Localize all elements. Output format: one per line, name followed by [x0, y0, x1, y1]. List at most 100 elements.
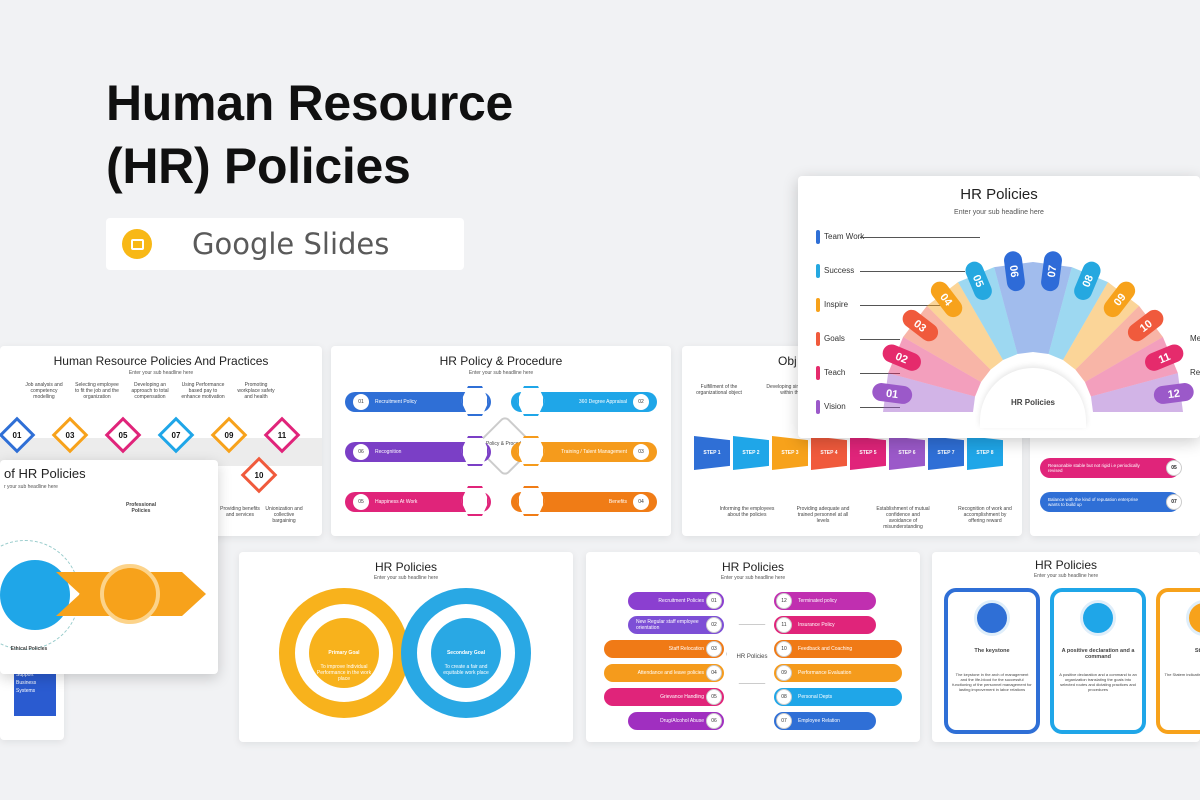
policy-number: 06: [706, 713, 722, 729]
policy-number: 11: [776, 617, 792, 633]
policy-number: 02: [633, 394, 649, 410]
fan-number-pill: 03: [902, 309, 939, 342]
step-note: Providing adequate and trained personnel…: [796, 506, 850, 524]
fan-label: Team Work: [824, 232, 865, 241]
policy-label: Staff Relocation: [668, 646, 704, 652]
fan-number: 07: [1046, 264, 1059, 278]
policy-label: Recruitment Policy: [375, 399, 417, 405]
fan-number-pill: 01: [872, 383, 913, 404]
policy-label: Terminated policy: [798, 598, 837, 604]
slide-subtitle: Enter your sub headline here: [468, 370, 534, 376]
policy-pill: Recruitment Policies: [628, 592, 724, 610]
step-block: STEP 7: [928, 436, 964, 470]
step-block: STEP 6: [889, 436, 925, 470]
fan-label: Re: [1190, 368, 1200, 377]
connector-line: [860, 407, 900, 408]
google-slides-icon: [122, 229, 152, 259]
policy-label: Personal Depts: [798, 694, 833, 700]
policy-label: Benefits: [608, 499, 627, 505]
slide-keystone[interactable]: HR Policies Enter your sub headline here…: [932, 552, 1200, 742]
fan-number: 10: [1138, 318, 1155, 335]
fan-label: Success: [824, 266, 855, 275]
policy-label: Employee Relation: [798, 718, 840, 724]
step-note: Selecting employee to fit the job and th…: [75, 382, 119, 400]
fan-number-pill: 10: [1127, 309, 1164, 342]
policy-pill: Grievance Handling: [604, 688, 724, 706]
item: Business: [16, 680, 37, 686]
policy-pill: Drug/Alcohol Abuse: [628, 712, 724, 730]
center-label: HR Policies: [736, 654, 768, 660]
step-number: 01: [12, 431, 22, 440]
slide-title: HR Policies: [721, 560, 784, 574]
policy-number: 04: [706, 665, 722, 681]
step-block: STEP 8: [967, 436, 1003, 470]
slide-subtitle: Enter your sub headline here: [373, 575, 439, 581]
step-number: 09: [224, 431, 234, 440]
step-note: Using Performance based pay to enhance m…: [181, 382, 225, 400]
step-block: STEP 4: [811, 436, 847, 470]
slide-right-partial[interactable]: Reasonable stable but not rigid i.e peri…: [1030, 420, 1200, 536]
label-marker: [816, 264, 820, 278]
row-pill: Reasonable stable but not rigid i.e peri…: [1040, 458, 1180, 478]
label-marker: [816, 332, 820, 346]
fan-number: 06: [1007, 264, 1020, 278]
slide-procedure[interactable]: HR Policy & Procedure Enter your sub hea…: [331, 346, 671, 536]
connector-line: [860, 237, 980, 238]
policy-number: 09: [776, 665, 792, 681]
step-note: Unionization and collective bargaining: [265, 506, 303, 524]
policy-pill: Personal Depts: [774, 688, 902, 706]
slide-featured[interactable]: HR Policies Enter your sub headline here…: [798, 176, 1200, 438]
policy-label: 360 Degree Appraisal: [578, 399, 627, 405]
label-marker: [816, 366, 820, 380]
item: Systems: [16, 688, 36, 694]
policy-number: 06: [353, 444, 369, 460]
fan-number: 03: [911, 318, 928, 335]
slide-title: HR Policies: [1034, 558, 1097, 572]
connector-line: [860, 305, 950, 306]
slide-subtitle: Enter your sub headline here: [128, 370, 194, 376]
hero-title-line1: Human Resource: [106, 75, 514, 131]
policy-pill: 06 Recognition: [345, 442, 491, 462]
step-block: STEP 1: [694, 436, 730, 470]
card-heading: A positive declaration and a command: [1061, 648, 1135, 660]
center-hexagon: [726, 624, 778, 684]
primary-core: [309, 618, 379, 688]
card-heading: Statem: [1194, 648, 1200, 654]
hero-title-line2: (HR) Policies: [106, 138, 411, 194]
policy-number: 07: [776, 713, 792, 729]
fan-number-pill: 07: [1041, 251, 1062, 292]
slide-title: HR Policies: [374, 560, 437, 574]
slide-title: Obj: [778, 354, 797, 368]
slide-goals[interactable]: HR Policies Enter your sub headline here…: [239, 552, 573, 742]
slide-title: HR Policies: [960, 186, 1038, 203]
fan-number-pill: 04: [930, 281, 963, 318]
fan-number-pill: 08: [1074, 261, 1101, 300]
policy-number: 02: [706, 617, 722, 633]
connector-line: [860, 271, 965, 272]
slide-title: of HR Policies: [4, 466, 86, 481]
slide-handling[interactable]: HR Policies Enter your sub headline here…: [586, 552, 920, 742]
fan-number: 01: [885, 388, 899, 401]
card-text: The Statem indicating a general sou thin…: [1164, 672, 1200, 677]
slide-professional[interactable]: of HR Policies r your sub headline here …: [0, 460, 218, 674]
card-text: The keystone in the arch of management a…: [952, 672, 1032, 692]
label-marker: [816, 400, 820, 414]
fan-label: Inspire: [824, 300, 849, 309]
row-pill: Balance with the kind of reputation ente…: [1040, 492, 1180, 512]
fan-label: Goals: [824, 334, 845, 343]
center-label: HR Policies: [1010, 398, 1055, 407]
policy-label: New Regular staff employee orientation: [636, 619, 699, 631]
secondary-core: [431, 618, 501, 688]
slide-title: Human Resource Policies And Practices: [53, 354, 269, 368]
fan-number: 09: [1112, 291, 1129, 308]
policy-label: Attendance and leave policies: [637, 670, 704, 676]
slide-subtitle: Enter your sub headline here: [954, 209, 1044, 216]
row-number: 07: [1166, 494, 1182, 510]
policy-label: Training / Talent Management: [561, 449, 627, 455]
item: Support: [16, 672, 34, 678]
fan-number: 08: [1080, 273, 1096, 289]
primary-text: To improve Individual Performance in the…: [316, 664, 372, 682]
policy-number: 01: [706, 593, 722, 609]
fan-label: Vision: [824, 402, 846, 411]
policy-pill: Performance Evaluation: [774, 664, 902, 682]
